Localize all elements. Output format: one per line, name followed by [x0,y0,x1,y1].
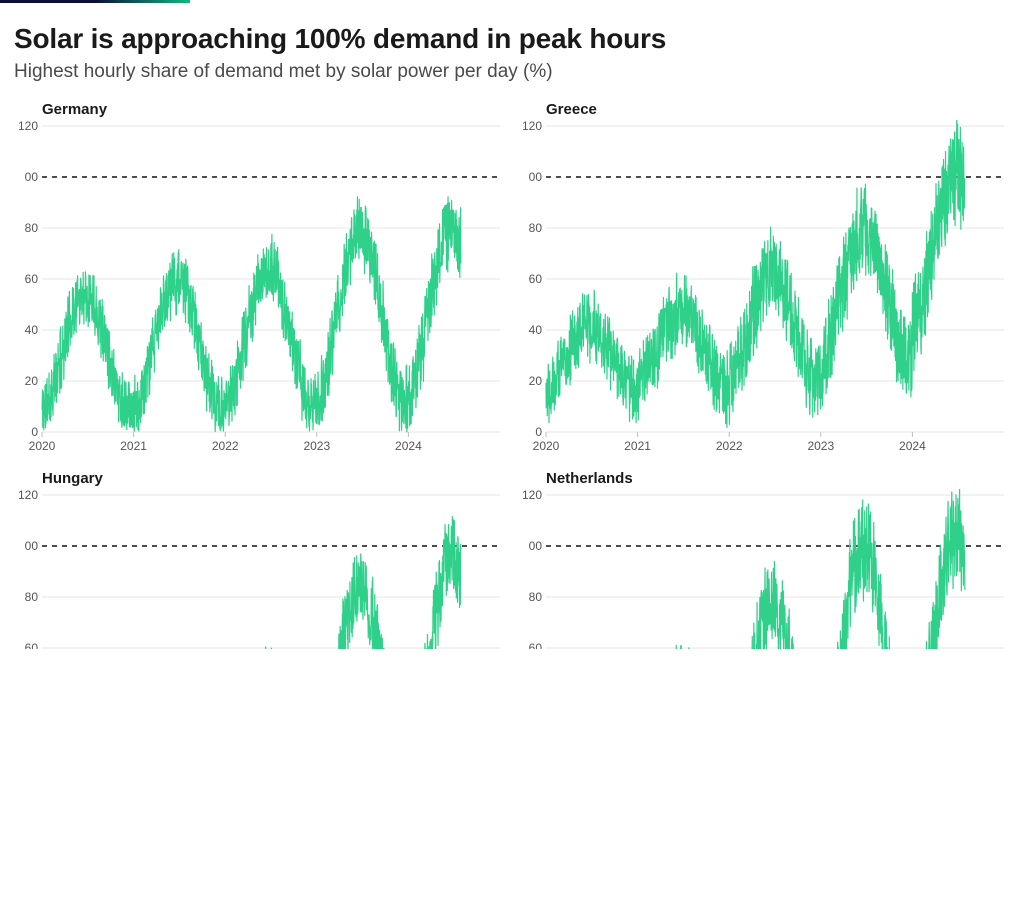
y-tick-label: 00 [529,539,543,553]
y-tick-label: 60 [25,641,39,649]
y-tick-label: 60 [529,272,543,286]
panel-title: Greece [546,101,1008,118]
x-tick-label: 2023 [303,439,330,453]
panel-title: Netherlands [546,470,1008,487]
y-tick-label: 120 [522,120,542,133]
x-tick-label: 2022 [716,439,743,453]
chart-svg: 0 20 40 60 80 00 120 2020 2021 2022 2023 2024 [518,120,1008,460]
chart-svg: 0204060800012020202021202220232024 [518,489,1008,649]
y-tick-label: 80 [529,221,543,235]
y-tick-label: 20 [25,374,39,388]
y-tick-label: 00 [25,539,39,553]
small-multiples-grid: Germany 0 20 40 60 80 00 120 2020 2021 2022 2023 20… [14,101,1006,649]
x-tick-label: 2024 [395,439,422,453]
y-tick-label: 120 [18,120,38,133]
y-tick-label: 40 [529,323,543,337]
page-title: Solar is approaching 100% demand in peak… [14,23,1006,55]
chart-container: Solar is approaching 100% demand in peak… [0,3,1020,649]
series-line [546,489,965,649]
chart-wrap: 0204060800012020202021202220232024 [518,489,1008,649]
y-tick-label: 80 [529,590,543,604]
panel-title: Germany [42,101,504,118]
panel-germany: Germany 0 20 40 60 80 00 120 2020 2021 2022 2023 20… [14,101,504,460]
x-tick-label: 2021 [624,439,651,453]
panel-hungary: Hungary 02040608000120202020212022202320… [14,470,504,649]
y-tick-label: 80 [25,221,39,235]
y-tick-label: 00 [529,170,543,184]
x-tick-label: 2020 [29,439,56,453]
panel-title: Hungary [42,470,504,487]
y-tick-label: 0 [535,425,542,439]
y-tick-label: 60 [529,641,543,649]
series-line [42,197,461,432]
panel-greece: Greece 0 20 40 60 80 00 120 2020 2021 2022 2023 202… [518,101,1008,460]
series-line [42,516,461,649]
panel-netherlands: Netherlands 0204060800012020202021202220… [518,470,1008,649]
x-tick-label: 2021 [120,439,147,453]
x-tick-label: 2022 [212,439,239,453]
x-tick-label: 2023 [807,439,834,453]
chart-svg: 0 20 40 60 80 00 120 2020 2021 2022 2023 2024 [14,120,504,460]
x-tick-label: 2020 [533,439,560,453]
page-subtitle: Highest hourly share of demand met by so… [14,61,1006,83]
y-tick-label: 120 [18,489,38,502]
y-tick-label: 40 [25,323,39,337]
y-tick-label: 0 [31,425,38,439]
chart-svg: 0204060800012020202021202220232024 [14,489,504,649]
y-tick-label: 80 [25,590,39,604]
chart-wrap: 0 20 40 60 80 00 120 2020 2021 2022 2023 2024 [14,120,504,460]
y-tick-label: 20 [529,374,543,388]
x-tick-label: 2024 [899,439,926,453]
chart-wrap: 0 20 40 60 80 00 120 2020 2021 2022 2023 2024 [518,120,1008,460]
y-tick-label: 120 [522,489,542,502]
y-tick-label: 60 [25,272,39,286]
chart-wrap: 0204060800012020202021202220232024 [14,489,504,649]
y-tick-label: 00 [25,170,39,184]
